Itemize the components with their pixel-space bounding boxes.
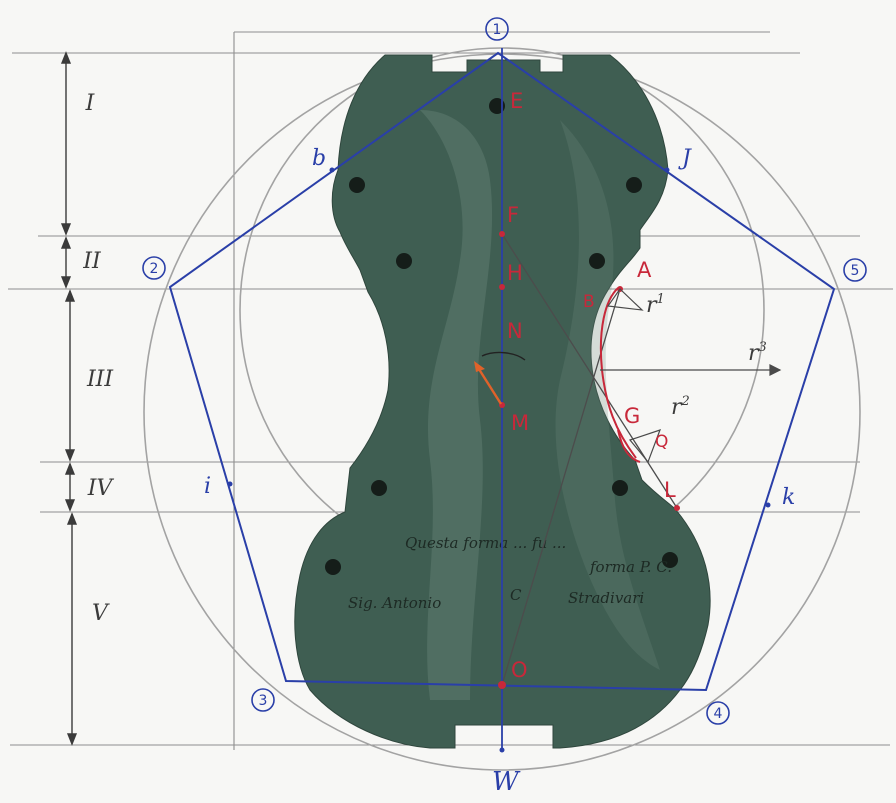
hole	[612, 480, 628, 496]
point-F: F	[507, 203, 519, 227]
svg-text:5: 5	[851, 263, 860, 279]
zone-labels: I II III IV V	[82, 91, 114, 626]
zone-label-IV: IV	[87, 476, 115, 501]
point-N: N	[507, 319, 523, 343]
hole	[325, 559, 341, 575]
vertex-labels: 1 2 3 4 5	[142, 17, 867, 725]
radius-labels: r1 r2 r3	[646, 292, 767, 420]
radius-markers	[600, 288, 782, 464]
point-H: H	[507, 261, 523, 285]
point-W: W	[492, 767, 521, 797]
vertex-5: 5	[843, 258, 867, 282]
radius-r1: r1	[646, 292, 665, 318]
svg-text:3: 3	[259, 693, 268, 709]
inscription-line-3: Sig. Antonio	[348, 594, 441, 612]
mould-texture	[420, 110, 493, 700]
svg-text:4: 4	[714, 706, 723, 722]
vertex-4: 4	[706, 701, 730, 725]
blue-point-labels: b J i k W	[204, 146, 795, 797]
hole	[489, 98, 505, 114]
vertex-2: 2	[142, 256, 166, 280]
point-O: O	[511, 658, 528, 682]
point-L: L	[664, 478, 676, 502]
zone-label-V: V	[92, 601, 110, 626]
hole	[396, 253, 412, 269]
zone-label-II: II	[82, 249, 102, 274]
svg-text:1: 1	[493, 22, 502, 38]
hole	[371, 480, 387, 496]
inscription-line-2: forma P. C.	[589, 558, 672, 576]
point-i: i	[204, 474, 211, 499]
point-B: B	[583, 292, 595, 312]
zone-label-III: III	[86, 367, 114, 392]
inscription-line-1: Questa forma ... fu ...	[405, 534, 566, 552]
point-G: G	[624, 404, 640, 428]
hole	[349, 177, 365, 193]
point-E: E	[510, 89, 523, 113]
red-point-labels: E F H N M O A B G Q L	[507, 89, 676, 682]
hole	[626, 177, 642, 193]
vertex-3: 3	[251, 688, 275, 712]
zone-label-I: I	[85, 91, 96, 116]
point-b: b	[312, 146, 326, 171]
mould-holes	[325, 98, 678, 575]
orange-arrow-icon	[474, 351, 526, 405]
point-J: J	[678, 146, 692, 171]
inscription-mark: C	[510, 586, 522, 604]
hole	[589, 253, 605, 269]
radius-r2: r2	[671, 394, 690, 420]
point-Q: Q	[655, 432, 668, 452]
red-points	[498, 231, 680, 689]
pentagon	[168, 51, 836, 692]
inscription-line-4: Stradivari	[568, 589, 644, 607]
radius-r3: r3	[748, 340, 767, 366]
point-A: A	[637, 258, 652, 282]
point-k: k	[782, 485, 795, 510]
hole	[662, 552, 678, 568]
mould-inscription: Questa forma ... fu ... forma P. C. Sig.…	[348, 534, 672, 612]
svg-text:2: 2	[150, 261, 159, 277]
blue-points	[227, 167, 771, 753]
zone-dimension-arrows	[60, 51, 78, 746]
vertex-1: 1	[485, 17, 509, 41]
point-M: M	[511, 411, 529, 435]
